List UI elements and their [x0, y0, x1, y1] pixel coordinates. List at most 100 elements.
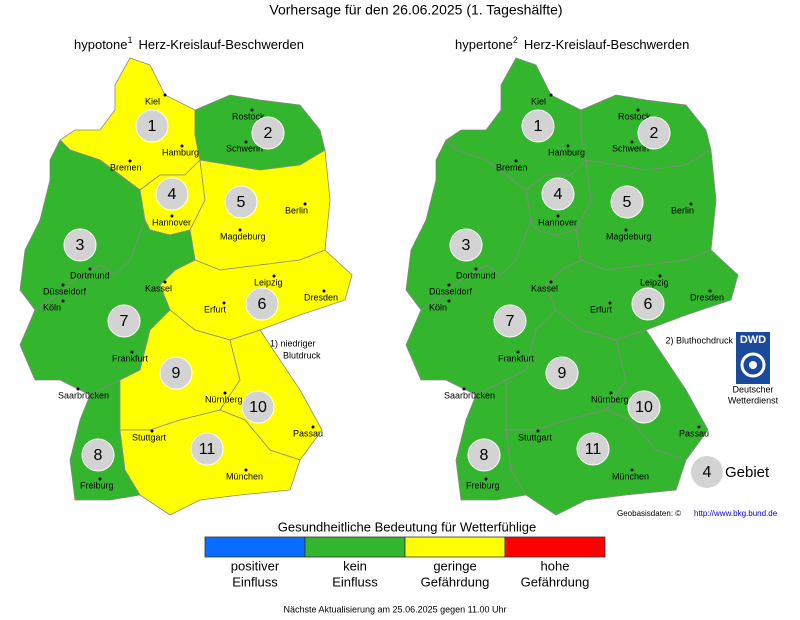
city-label: Kiel	[145, 96, 160, 106]
city-label: Hannover	[152, 217, 191, 227]
city-label: Leipzig	[254, 277, 283, 287]
city-label: Freiburg	[80, 480, 114, 490]
city-label: Kassel	[145, 283, 172, 293]
region-badge	[576, 432, 610, 466]
city-label: Hannover	[538, 217, 577, 227]
legend-swatch	[504, 536, 606, 558]
city-dot	[549, 93, 553, 97]
region-number: 8	[94, 447, 103, 464]
page-title: Vorhersage für den 26.06.2025 (1. Tagesh…	[269, 2, 562, 18]
legend-label: Gefährdung	[521, 574, 590, 589]
region-number: 10	[249, 399, 267, 416]
region-badge	[81, 438, 115, 472]
city-label: Berlin	[671, 205, 694, 215]
city-dot	[170, 214, 174, 218]
city-dot	[244, 140, 248, 144]
map-subtitle: Herz-Kreislauf-Beschwerden	[524, 37, 689, 52]
region-number: 9	[558, 365, 567, 382]
region-badge	[610, 185, 644, 219]
region-number: 3	[76, 237, 85, 254]
region-number: 9	[172, 365, 181, 382]
city-dot	[322, 289, 326, 293]
region-number: 6	[258, 296, 267, 313]
footnote: Blutdruck	[283, 350, 321, 360]
legend-label: Einfluss	[332, 574, 378, 589]
region-badge	[63, 228, 97, 262]
region-badge	[241, 390, 275, 424]
city-dot	[556, 214, 560, 218]
map-title: hypertone2 Herz-Kreislauf-Beschwerden	[455, 35, 689, 52]
region-badge	[541, 177, 575, 211]
city-dot	[630, 140, 634, 144]
city-label: Saarbrücken	[444, 390, 495, 400]
city-label: Freiburg	[466, 480, 500, 490]
region-badge	[107, 304, 141, 338]
city-dot	[708, 289, 712, 293]
dwd-logo-mark	[740, 352, 766, 378]
city-dot	[697, 425, 701, 429]
region-number: 11	[585, 441, 602, 458]
footnote: 2) Bluthochdruck	[665, 335, 733, 345]
region-badge	[637, 116, 671, 150]
legend-label: positiver	[231, 558, 280, 573]
region-badge	[631, 287, 665, 321]
city-label: Dortmund	[70, 270, 110, 280]
city-label: Stuttgart	[518, 432, 553, 442]
city-label: Rostock	[232, 111, 265, 121]
city-dot	[163, 280, 167, 284]
legend-swatch	[404, 536, 506, 558]
map-subtitle: Herz-Kreislauf-Beschwerden	[139, 37, 304, 52]
city-dot	[128, 159, 132, 163]
city-dot	[303, 202, 307, 206]
city-dot	[514, 159, 518, 163]
city-dot	[222, 301, 226, 305]
city-dot	[311, 425, 315, 429]
region-number: 5	[237, 194, 246, 211]
map-title: hypotone1 Herz-Kreislauf-Beschwerden	[74, 35, 304, 52]
city-dot	[462, 387, 466, 391]
city-label: Düsseldorf	[429, 286, 473, 296]
city-label: Köln	[43, 302, 61, 312]
region-number: 7	[120, 313, 129, 330]
city-dot	[250, 108, 254, 112]
legend-label: Einfluss	[232, 574, 278, 589]
city-label: Passau	[679, 428, 709, 438]
footnote-mark: 2	[513, 35, 518, 45]
region-badge	[449, 228, 483, 262]
region-number: 6	[644, 296, 653, 313]
city-label: Magdeburg	[220, 231, 266, 241]
city-dot	[630, 468, 634, 472]
region-badge	[245, 287, 279, 321]
footnote-mark: 1	[128, 35, 133, 45]
map-title-text: hypertone	[455, 37, 513, 52]
city-label: München	[612, 471, 649, 481]
region-number: 4	[168, 186, 177, 203]
city-label: Nürnberg	[591, 394, 629, 404]
city-label: München	[226, 471, 263, 481]
region-number: 10	[635, 399, 653, 416]
city-label: Frankfurt	[498, 353, 535, 363]
region-badge	[190, 432, 224, 466]
legend-label: hohe	[541, 558, 570, 573]
legend-label: Gefährdung	[421, 574, 490, 589]
city-dot	[608, 301, 612, 305]
city-dot	[244, 468, 248, 472]
region-badge	[135, 109, 169, 143]
city-label: Saarbrücken	[58, 390, 109, 400]
city-label: Erfurt	[204, 304, 227, 314]
region-badge	[224, 185, 258, 219]
city-dot	[223, 391, 227, 395]
credit-text: Geobasisdaten: ©	[617, 509, 681, 518]
region-number: 11	[199, 441, 216, 458]
city-label: Köln	[429, 302, 447, 312]
city-dot	[76, 387, 80, 391]
region-number: 2	[650, 125, 659, 142]
legend-swatch	[204, 536, 306, 558]
region-number: 5	[623, 194, 632, 211]
city-dot	[150, 429, 154, 433]
legend-label: geringe	[433, 558, 476, 573]
map-title-text: hypotone	[74, 37, 128, 52]
city-dot	[484, 477, 488, 481]
